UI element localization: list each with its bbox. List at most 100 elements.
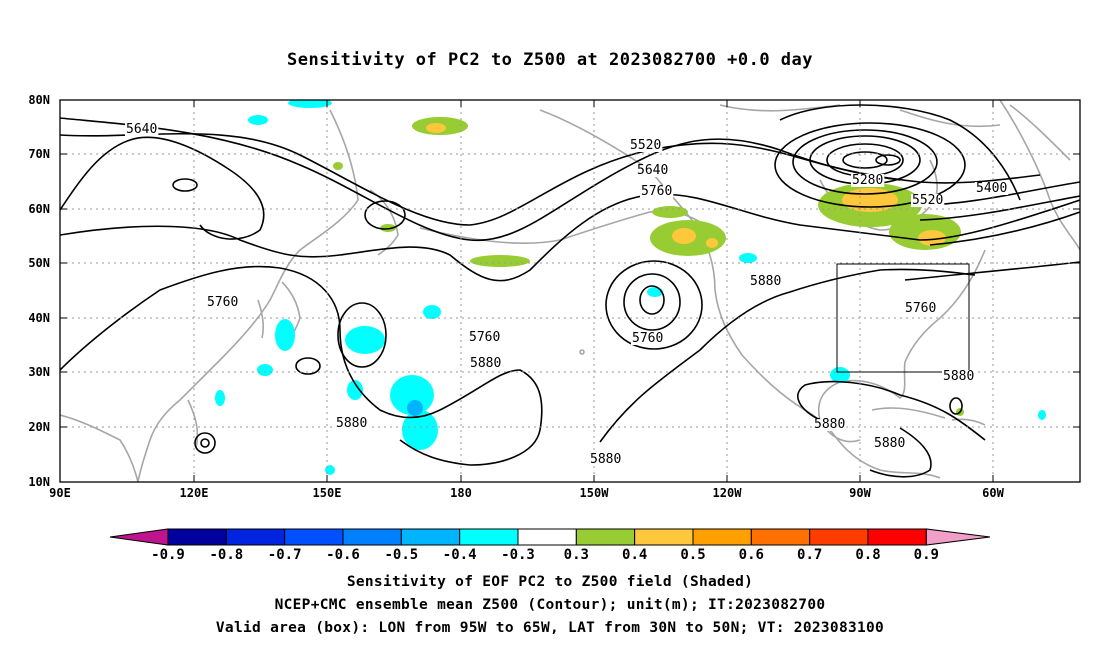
colorbar-label: 0.9 [914, 547, 939, 563]
contour-wp [200, 438, 210, 448]
contour-label: 5280 [852, 173, 883, 188]
contour-wp [172, 178, 198, 192]
contour-label-bg [206, 296, 240, 309]
contour-label: 5880 [590, 452, 621, 467]
lon-labels: 90E 120E 150E 180 150W 120W 90W 60W [49, 486, 1004, 500]
contour-wp [364, 200, 406, 230]
shade-negative [248, 115, 268, 125]
contour-pacific-low [623, 273, 681, 331]
colorbar-label: 0.3 [564, 547, 589, 563]
contour-low [774, 122, 966, 208]
colorbar-box [517, 528, 577, 546]
colorbar-box [400, 528, 461, 546]
colorbar-label: -0.4 [443, 547, 477, 563]
contour-label: 5760 [207, 295, 238, 310]
graticule [60, 100, 1080, 482]
colorbar-label: -0.6 [326, 547, 360, 563]
contour-label: 5640 [126, 122, 157, 137]
lon-label: 120W [713, 486, 743, 500]
lon-label: 90W [849, 486, 871, 500]
colorbar-box [809, 528, 869, 546]
lon-label: 120E [180, 486, 209, 500]
contour-label-bg [873, 437, 907, 450]
shade-negative [739, 253, 757, 263]
coastline-cuba [871, 407, 946, 419]
contour-label: 5520 [912, 193, 943, 208]
lat-label: 70N [28, 147, 50, 161]
colorbar-label: -0.5 [384, 547, 418, 563]
contour-label: 5880 [750, 274, 781, 289]
contour-low [826, 143, 904, 177]
colorbar: -0.9 -0.8 -0.7 -0.6 -0.5 -0.4 -0.3 0.3 0… [109, 528, 991, 563]
shade-negative [275, 319, 295, 351]
shade-positive [706, 238, 718, 248]
contour-atlantic [919, 195, 1080, 221]
colorbar-label: 0.8 [855, 547, 880, 563]
contour-label-bg [636, 164, 670, 177]
shade-negative [423, 305, 441, 319]
contour-label-bg [975, 182, 1009, 195]
contour-low [842, 151, 888, 169]
coastline-aleutians [419, 227, 561, 244]
coastlines [60, 100, 1080, 482]
shade-positive [333, 162, 343, 170]
contour-wp [295, 357, 321, 375]
lat-label: 50N [28, 256, 50, 270]
colorbar-label: 0.4 [622, 547, 647, 563]
contour-label-bg [468, 331, 502, 344]
coastline-hawaii [579, 349, 585, 355]
contour-label-bg [942, 370, 976, 383]
colorbar-label: 0.5 [680, 547, 705, 563]
coastline-hispaniola [951, 418, 986, 426]
coastline-korea [257, 299, 265, 339]
lat-label: 10N [28, 475, 50, 489]
contour-label-bg [629, 139, 663, 152]
contour-label: 5760 [469, 330, 500, 345]
contour-label-bg [904, 302, 938, 315]
contour-label-bg [851, 174, 885, 187]
shade-negative [1038, 410, 1046, 420]
coastline-asia-east [137, 109, 359, 482]
shade-negative [347, 380, 363, 400]
lon-label: 60W [982, 486, 1004, 500]
shade-negative [215, 390, 225, 406]
contour-label: 5400 [976, 181, 1007, 196]
shade-positive [426, 123, 446, 133]
colorbar-box [750, 528, 811, 546]
shade-negative [402, 410, 438, 450]
contour-label: 5760 [632, 331, 663, 346]
contour-label-bg [125, 123, 159, 136]
shade-positive [672, 228, 696, 244]
shade-negative [345, 326, 385, 354]
colorbar-label: 0.7 [797, 547, 822, 563]
caption-contour: NCEP+CMC ensemble mean Z500 (Contour); u… [274, 597, 826, 613]
contour-wp [194, 432, 216, 454]
contour-asia-loop [60, 136, 265, 240]
colorbar-label: -0.7 [268, 547, 302, 563]
caption-shading: Sensitivity of EOF PC2 to Z500 field (Sh… [346, 574, 754, 590]
map-plot-area: 5640 5520 5640 5760 5280 5400 5520 5760 … [60, 100, 1080, 482]
shade-negative [830, 367, 850, 383]
contour-label-bg [469, 357, 503, 370]
lat-label: 20N [28, 420, 50, 434]
contour-low [875, 154, 901, 166]
contour-5880 [797, 380, 986, 441]
contour-atlantic [904, 261, 1080, 281]
caption-valid-area: Valid area (box): LON from 95W to 65W, L… [215, 620, 885, 636]
colorbar-box [867, 528, 927, 546]
coastline-philippines [187, 399, 199, 449]
shade-positive [470, 255, 530, 267]
lat-label: 60N [28, 202, 50, 216]
contour-5880 [599, 268, 976, 443]
contour-wp [337, 302, 387, 368]
sensitivity-shading [215, 100, 1046, 475]
lon-label: 180 [450, 486, 472, 500]
contour-pacific-low [639, 285, 665, 315]
lat-labels: 80N 70N 60N 50N 40N 30N 20N 10N [28, 93, 50, 489]
colorbar-box [692, 528, 752, 546]
colorbar-box [634, 528, 694, 546]
colorbar-right-arrow [925, 528, 991, 546]
colorbar-box [284, 528, 344, 546]
lon-label: 150E [313, 486, 342, 500]
